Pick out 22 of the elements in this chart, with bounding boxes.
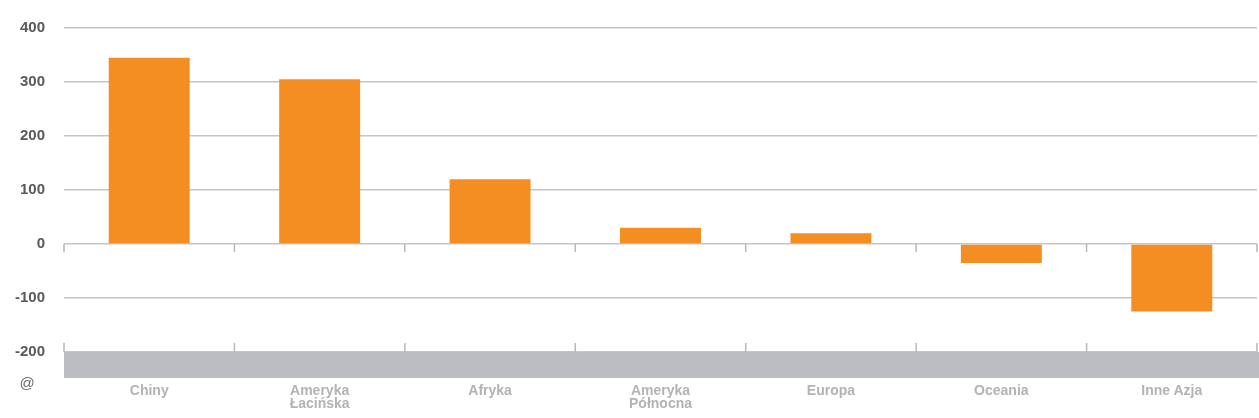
- y-tick-label: -100: [14, 288, 45, 306]
- x-tick-label: Ameryka Północna: [628, 381, 693, 411]
- y-tick-label: 100: [19, 180, 45, 198]
- x-tick-label: Oceania: [974, 381, 1029, 398]
- bar: [960, 244, 1042, 263]
- bar: [790, 233, 872, 244]
- y-tick-label: 400: [19, 18, 45, 36]
- y-tick-label: 200: [19, 126, 45, 144]
- x-tick-label: Chiny: [129, 381, 169, 398]
- text: @: [19, 374, 35, 392]
- bar: [1131, 244, 1213, 312]
- x-tick-label: Inne Azja: [1141, 381, 1203, 398]
- bar: [449, 179, 531, 244]
- y-tick-label: 300: [19, 72, 45, 90]
- y-tick-label: -200: [14, 342, 45, 360]
- bar: [620, 227, 701, 244]
- x-tick-label: Afryka: [468, 381, 513, 398]
- bar: [108, 57, 190, 244]
- bar: [279, 79, 361, 244]
- x-tick-label: Europa: [806, 381, 856, 398]
- x-tick-label: Ameryka Łacińska: [289, 381, 350, 411]
- y-tick-label: 0: [36, 234, 45, 252]
